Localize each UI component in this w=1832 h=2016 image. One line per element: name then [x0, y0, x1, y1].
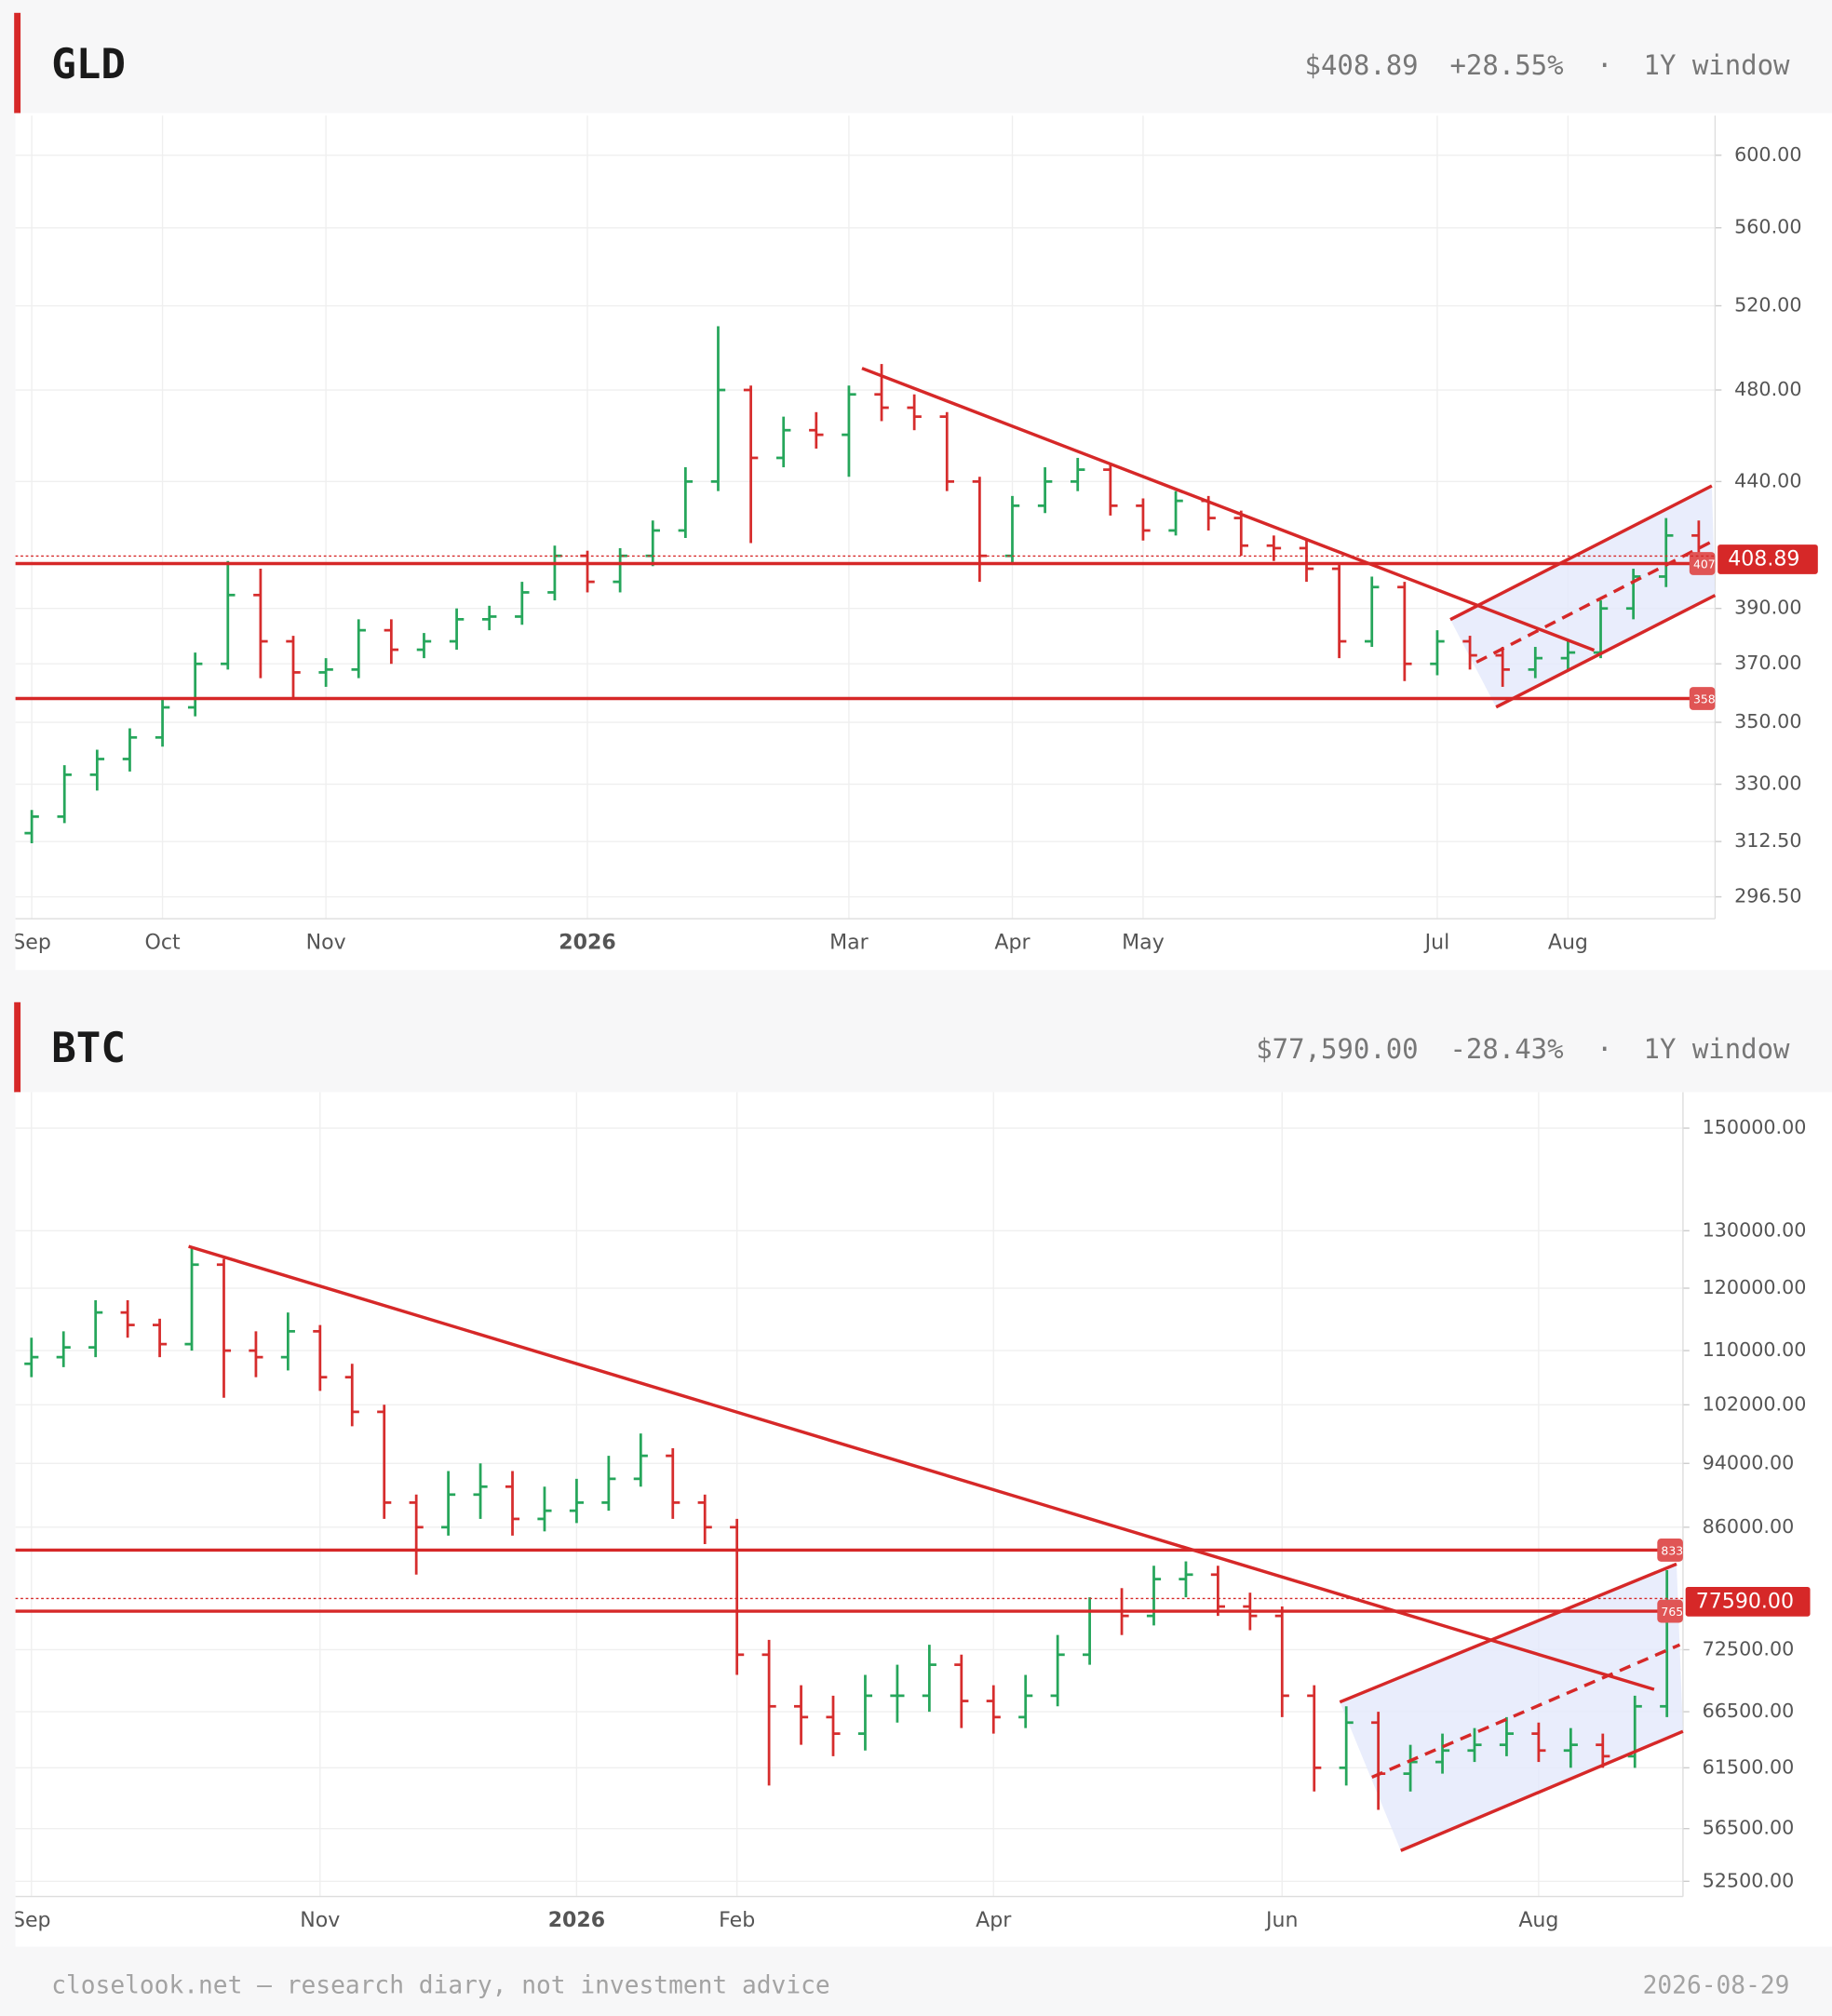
- window: 1Y window: [1644, 1033, 1791, 1065]
- level-label: 83300: [1661, 1543, 1698, 1557]
- channel-fill: [1450, 485, 1716, 707]
- y-tick-label: 56500.00: [1703, 1817, 1795, 1839]
- change: +28.55%: [1449, 49, 1563, 81]
- level-label: 407: [1693, 557, 1716, 571]
- y-tick-label: 61500.00: [1703, 1755, 1795, 1778]
- y-tick-label: 390.00: [1734, 597, 1801, 619]
- x-tick-label: Sep: [12, 1909, 51, 1932]
- y-tick-label: 440.00: [1734, 469, 1801, 491]
- last-price-badge: [1685, 1586, 1811, 1617]
- channel-fill: [1340, 1564, 1683, 1851]
- y-tick-label: 330.00: [1734, 773, 1801, 795]
- x-tick-label: Oct: [144, 931, 181, 954]
- x-tick-label: Sep: [12, 931, 51, 954]
- x-tick-label: Nov: [300, 1909, 340, 1932]
- y-tick-label: 520.00: [1734, 294, 1801, 316]
- y-tick-label: 130000.00: [1703, 1218, 1807, 1241]
- accent-bar: [14, 12, 21, 114]
- x-tick-label: Feb: [719, 1909, 755, 1932]
- level-badge: [1689, 552, 1716, 575]
- window: 1Y window: [1644, 49, 1791, 81]
- y-tick-label: 102000.00: [1703, 1392, 1807, 1415]
- plot: 296.50 312.50 330.00 350.00 370.00 390.00 440.…: [12, 115, 1818, 954]
- level-label: 76500: [1661, 1605, 1698, 1619]
- ticker-title: GLD: [51, 41, 126, 88]
- y-tick-label: 600.00: [1734, 143, 1801, 166]
- last-price-label: 408.89: [1728, 548, 1799, 571]
- chart-area: [15, 113, 1832, 971]
- y-tick-label: 72500.00: [1703, 1637, 1795, 1660]
- x-tick-label: Jun: [1264, 1909, 1298, 1932]
- y-tick-label: 66500.00: [1703, 1700, 1795, 1722]
- y-tick-label: 370.00: [1734, 652, 1801, 674]
- channel-upper: [1339, 1562, 1677, 1704]
- last-price-label: 77590.00: [1696, 1591, 1794, 1614]
- channel-lower: [1400, 1729, 1684, 1852]
- x-tick-label: May: [1122, 931, 1165, 954]
- y-tick-label: 296.50: [1734, 885, 1801, 907]
- accent-bar: [14, 1001, 21, 1093]
- x-tick-label: 2026: [559, 931, 615, 954]
- separator: ·: [1596, 1033, 1612, 1065]
- change: -28.43%: [1449, 1033, 1563, 1065]
- x-tick-label: Aug: [1548, 931, 1588, 954]
- y-tick-label: 312.50: [1734, 829, 1801, 852]
- y-tick-label: 52500.00: [1703, 1869, 1795, 1891]
- channel-lower: [1495, 594, 1717, 709]
- footer-left: closelook.net — research diary, not inve…: [51, 1972, 829, 2000]
- y-tick-label: 94000.00: [1703, 1451, 1795, 1473]
- y-tick-label: 110000.00: [1703, 1338, 1807, 1361]
- y-tick-label: 350.00: [1734, 710, 1801, 732]
- y-tick-label: 480.00: [1734, 378, 1801, 400]
- x-tick-label: 2026: [548, 1909, 605, 1932]
- level-badge: [1657, 1599, 1683, 1623]
- y-tick-label: 150000.00: [1703, 1116, 1807, 1138]
- y-tick-label: 560.00: [1734, 216, 1801, 238]
- y-tick-label: 86000.00: [1703, 1515, 1795, 1538]
- channel-upper: [1449, 484, 1713, 622]
- channel-middle: [1371, 1643, 1681, 1779]
- panel-header: [0, 988, 1832, 1093]
- x-tick-label: Apr: [994, 931, 1030, 954]
- price: $77,590.00: [1256, 1033, 1418, 1065]
- y-tick-label: 120000.00: [1703, 1276, 1807, 1298]
- chart-area: [15, 1092, 1832, 1947]
- panel-header: [0, 0, 1832, 114]
- x-tick-label: Aug: [1518, 1909, 1558, 1932]
- x-tick-label: Mar: [829, 931, 869, 954]
- ticker-title: BTC: [51, 1025, 126, 1072]
- plot: 52500.00 56500.00 61500.00 66500.00 72500.00…: [12, 1092, 1811, 1932]
- x-tick-label: Apr: [976, 1909, 1012, 1932]
- x-tick-label: Nov: [306, 931, 346, 954]
- level-badge: [1657, 1539, 1683, 1562]
- level-label: 358: [1693, 692, 1716, 706]
- price: $408.89: [1305, 49, 1419, 81]
- footer-right: 2026-08-29: [1643, 1972, 1790, 2000]
- trendline: [188, 1244, 1655, 1691]
- level-badge: [1689, 687, 1716, 710]
- last-price-badge: [1718, 544, 1818, 574]
- x-tick-label: Jul: [1423, 931, 1450, 954]
- separator: ·: [1596, 49, 1612, 81]
- trendline: [861, 367, 1596, 652]
- channel-middle: [1475, 540, 1713, 664]
